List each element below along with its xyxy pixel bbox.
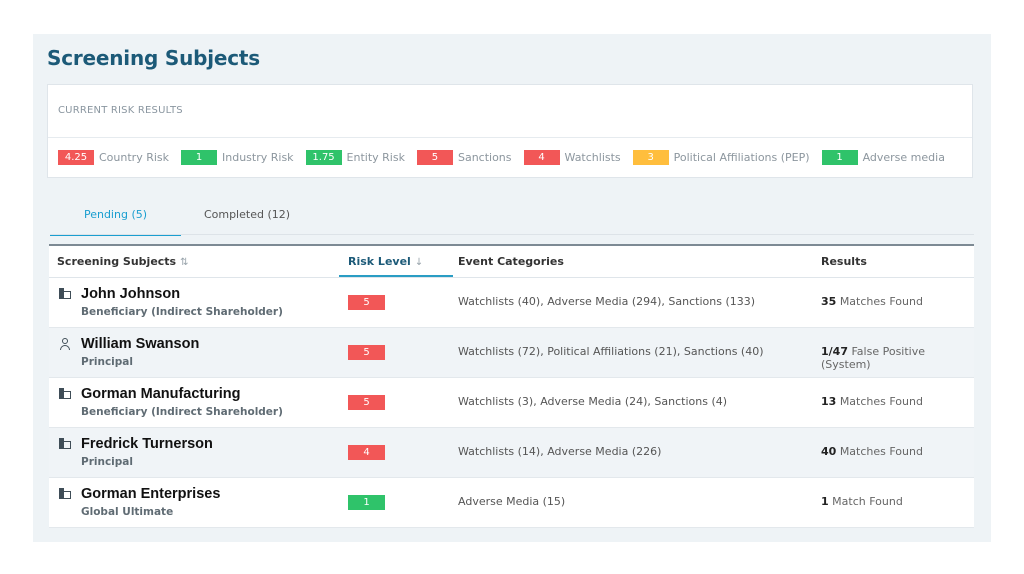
table-body: John Johnson Beneficiary (Indirect Shareh… (49, 278, 974, 528)
subject-name[interactable]: Fredrick Turnerson (81, 436, 213, 452)
risk-category-label: Country Risk (99, 151, 169, 164)
column-header-risk-level[interactable]: Risk Level ↓ (339, 246, 453, 277)
risk-score-badge: 1.75 (305, 150, 342, 165)
risk-summary-row: 4.25 Country Risk 1 Industry Risk 1.75 Entity… (58, 150, 957, 165)
risk-summary-item: 4.25 Country Risk (58, 150, 169, 165)
sort-descending-icon[interactable]: ↓ (414, 257, 424, 268)
results-count: 1/47 (821, 345, 848, 358)
table-row[interactable]: John Johnson Beneficiary (Indirect Shareh… (49, 278, 974, 328)
event-categories: Watchlists (14), Adverse Media (226) (458, 445, 662, 458)
results-cell[interactable]: 40 Matches Found (821, 445, 923, 458)
tabs-divider (50, 234, 974, 235)
table-row[interactable]: Gorman Manufacturing Beneficiary (Indirec… (49, 378, 974, 428)
event-categories: Watchlists (40), Adverse Media (294), Sa… (458, 295, 756, 308)
sort-icon[interactable]: ⇅ (180, 257, 189, 268)
risk-level-badge: 5 (348, 345, 385, 360)
results-text: Matches Found (839, 295, 923, 308)
risk-summary-item: 1 Adverse media (821, 150, 945, 165)
building-icon (59, 388, 73, 400)
risk-category-label: Watchlists (564, 151, 621, 164)
risk-score-badge: 4.25 (58, 150, 94, 165)
results-count: 35 (821, 295, 837, 308)
risk-category-label: Sanctions (457, 151, 512, 164)
column-header-event-categories: Event Categories (458, 255, 564, 268)
results-text: Matches Found (839, 445, 923, 458)
subjects-table: Screening Subjects ⇅ Risk Level ↓ Event Ca… (49, 244, 974, 528)
results-text: False Positive (System) (821, 345, 925, 371)
risk-score-badge: 4 (523, 150, 560, 165)
results-text: Matches Found (839, 395, 923, 408)
results-count: 1 (821, 495, 829, 508)
risk-level-badge: 1 (348, 495, 385, 510)
subject-name[interactable]: John Johnson (81, 286, 181, 302)
results-count: 40 (821, 445, 837, 458)
tab-completed[interactable]: Completed (12) (203, 208, 291, 221)
subject-role: Global Ultimate (81, 506, 174, 518)
table-row[interactable]: William Swanson Principal 5 Watchlists (72)… (49, 328, 974, 378)
risk-category-label: Entity Risk (346, 151, 405, 164)
risk-score-badge: 1 (821, 150, 858, 165)
divider (48, 137, 972, 138)
building-icon (59, 488, 73, 500)
event-categories: Watchlists (3), Adverse Media (24), Sanc… (458, 395, 728, 408)
results-count: 13 (821, 395, 837, 408)
subject-role: Principal (81, 456, 133, 468)
table-row[interactable]: Gorman Enterprises Global Ultimate 1 Advers… (49, 478, 974, 528)
risk-score-badge: 3 (632, 150, 669, 165)
subject-role: Principal (81, 356, 133, 368)
subject-name[interactable]: Gorman Enterprises (81, 486, 221, 502)
table-row[interactable]: Fredrick Turnerson Principal 4 Watchlists (… (49, 428, 974, 478)
subject-role: Beneficiary (Indirect Shareholder) (81, 306, 283, 318)
event-categories: Watchlists (72), Political Affiliations … (458, 345, 764, 358)
column-header-subjects-label: Screening Subjects (57, 255, 177, 268)
subject-role: Beneficiary (Indirect Shareholder) (81, 406, 283, 418)
screening-panel: Screening Subjects CURRENT RISK RESULTS … (33, 34, 991, 542)
risk-level-badge: 5 (348, 295, 385, 310)
risk-score-badge: 1 (181, 150, 217, 165)
current-risk-results-card: CURRENT RISK RESULTS 4.25 Country Risk 1 In… (47, 84, 973, 178)
risk-card-title: CURRENT RISK RESULTS (58, 105, 183, 116)
risk-summary-item: 1 Industry Risk (181, 150, 294, 165)
risk-summary-item: 3 Political Affiliations (PEP) (632, 150, 810, 165)
building-icon (59, 288, 73, 300)
risk-category-label: Political Affiliations (PEP) (673, 151, 810, 164)
results-cell[interactable]: 1/47 False Positive (System) (821, 345, 974, 371)
event-categories: Adverse Media (15) (458, 495, 566, 508)
tab-pending[interactable]: Pending (5) (50, 204, 181, 236)
column-header-results: Results (821, 255, 867, 268)
person-icon (59, 338, 73, 350)
page-title: Screening Subjects (47, 46, 260, 70)
results-cell[interactable]: 13 Matches Found (821, 395, 923, 408)
results-cell[interactable]: 1 Match Found (821, 495, 903, 508)
results-cell[interactable]: 35 Matches Found (821, 295, 923, 308)
risk-level-badge: 5 (348, 395, 385, 410)
table-header: Screening Subjects ⇅ Risk Level ↓ Event Ca… (49, 246, 974, 278)
risk-summary-item: 5 Sanctions (416, 150, 512, 165)
column-header-risk-label: Risk Level (348, 255, 411, 268)
column-header-subjects[interactable]: Screening Subjects ⇅ (57, 246, 189, 277)
risk-score-badge: 5 (416, 150, 453, 165)
building-icon (59, 438, 73, 450)
risk-summary-item: 4 Watchlists (523, 150, 621, 165)
risk-summary-item: 1.75 Entity Risk (305, 150, 405, 165)
subject-name[interactable]: William Swanson (81, 336, 200, 352)
subject-name[interactable]: Gorman Manufacturing (81, 386, 241, 402)
results-text: Match Found (832, 495, 903, 508)
status-tabs: Pending (5) Completed (12) (50, 204, 974, 236)
risk-category-label: Industry Risk (222, 151, 294, 164)
risk-category-label: Adverse media (862, 151, 945, 164)
risk-level-badge: 4 (348, 445, 385, 460)
